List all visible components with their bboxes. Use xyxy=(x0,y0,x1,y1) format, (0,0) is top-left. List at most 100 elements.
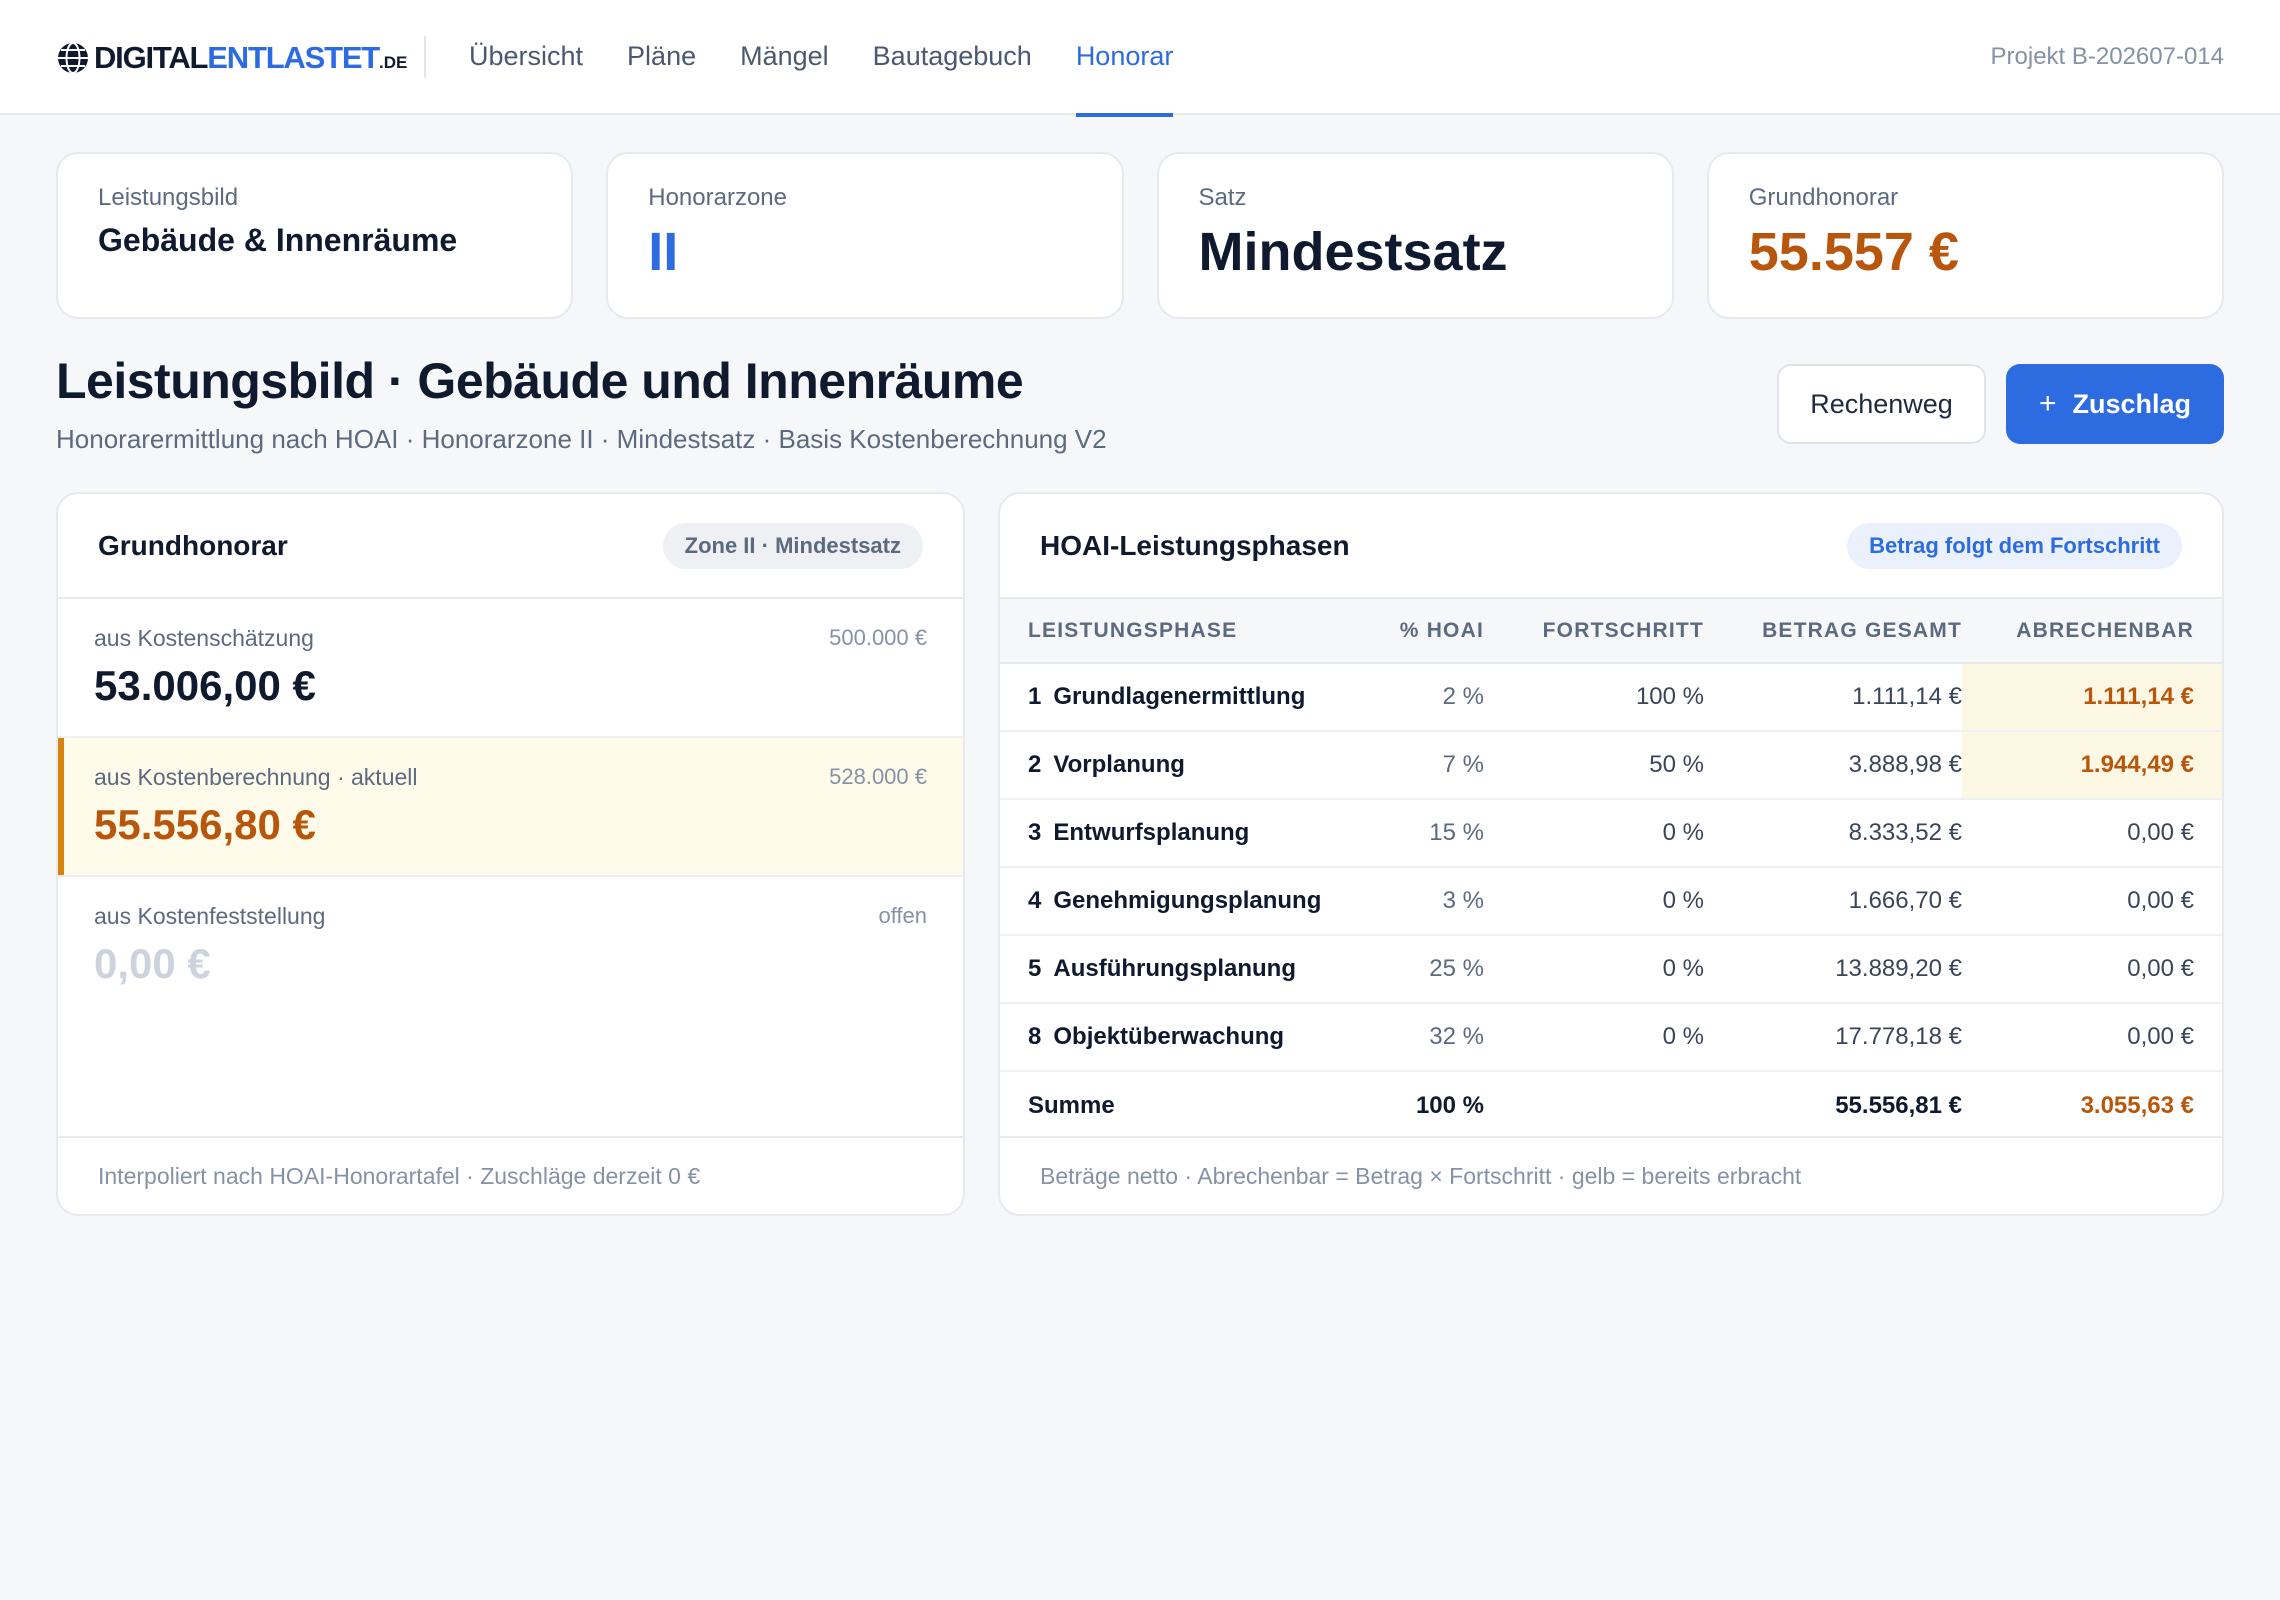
phase-number: 1 xyxy=(1028,683,1042,710)
logo[interactable]: DIGITALENTLASTET.DE xyxy=(56,38,407,78)
card-value: Mindestsatz xyxy=(1198,222,1508,282)
billable-cell: 1.111,14 € xyxy=(1962,663,2222,732)
billable-cell: 0,00 € xyxy=(1962,1003,2222,1072)
cost-value: 0,00 € xyxy=(94,940,211,987)
table-row[interactable]: 3 Entwurfsplanung 15 % 0 % 8.333,52 € 0,0… xyxy=(1000,799,2222,868)
logo-tld: .DE xyxy=(379,53,408,72)
billable-cell: 0,00 € xyxy=(1962,867,2222,936)
logo-part2: ENTLASTET xyxy=(207,40,380,75)
progress-cell: 0 % xyxy=(1484,867,1704,936)
card-value: Gebäude & Innenräume xyxy=(98,222,458,258)
zuschlag-label: Zuschlag xyxy=(2072,388,2192,419)
table-row[interactable]: 1 Grundlagenermittlung 2 % 100 % 1.111,14… xyxy=(1000,663,2222,732)
phase-number: 5 xyxy=(1028,955,1042,982)
total-cell: 3.888,98 € xyxy=(1704,731,1962,800)
billable-cell: 0,00 € xyxy=(1962,799,2222,868)
phase-cell: 8 Objektüberwachung xyxy=(1000,1003,1344,1072)
table-row[interactable]: 5 Ausführungsplanung 25 % 0 % 13.889,20 €… xyxy=(1000,935,2222,1004)
total-cell: 13.889,20 € xyxy=(1704,935,1962,1004)
pct-cell: 32 % xyxy=(1344,1003,1484,1072)
page-subtitle: Honorarermittlung nach HOAI · Honorarzon… xyxy=(56,424,1107,454)
phase-number: 3 xyxy=(1028,819,1042,846)
nav-bautagebuch[interactable]: Bautagebuch xyxy=(872,41,1032,71)
phase-number: 8 xyxy=(1028,1023,1042,1050)
card-honorarzone: Honorarzone II xyxy=(606,152,1124,319)
panel-title: HOAI-Leistungsphasen xyxy=(1040,529,1350,561)
phase-name: Entwurfsplanung xyxy=(1053,819,1250,846)
summary-cards: Leistungsbild Gebäude & Innenräume Honor… xyxy=(56,152,2224,319)
card-value: II xyxy=(648,222,679,282)
col-pct-hoai[interactable]: % HOAI xyxy=(1344,599,1484,664)
logo-text: DIGITALENTLASTET.DE xyxy=(94,40,407,76)
add-zuschlag-button[interactable]: + Zuschlag xyxy=(2006,364,2224,444)
page-title: Leistungsbild · Gebäude und Innenräume xyxy=(56,353,1024,409)
card-label: Honorarzone xyxy=(648,184,787,211)
header-divider xyxy=(424,36,426,78)
plus-icon: + xyxy=(2038,387,2057,420)
phase-name: Ausführungsplanung xyxy=(1053,955,1296,982)
card-value: 55.557 € xyxy=(1748,222,1959,282)
total-cell: 1.111,14 € xyxy=(1704,663,1962,732)
cost-value: 53.006,00 € xyxy=(94,662,316,709)
total-cell: 17.778,18 € xyxy=(1704,1003,1962,1072)
panel-footer: Beträge netto · Abrechenbar = Betrag × F… xyxy=(1000,1136,2222,1214)
table-row[interactable]: 8 Objektüberwachung 32 % 0 % 17.778,18 € … xyxy=(1000,1003,2222,1072)
pct-cell: 15 % xyxy=(1344,799,1484,868)
total-cell: 1.666,70 € xyxy=(1704,867,1962,936)
phase-number: 4 xyxy=(1028,887,1042,914)
globe-icon xyxy=(58,42,88,74)
rechenweg-button[interactable]: Rechenweg xyxy=(1777,364,1986,444)
cost-row-kostenberechnung[interactable]: aus Kostenberechnung · aktuell 528.000 €… xyxy=(58,738,963,877)
cost-basis: offen xyxy=(878,903,927,928)
pct-cell: 7 % xyxy=(1344,731,1484,800)
main-nav: Übersicht Pläne Mängel Bautagebuch Honor… xyxy=(469,0,1217,117)
table-header-row: LEISTUNGSPHASE % HOAI FORTSCHRITT BETRAG… xyxy=(1000,599,2222,664)
progress-cell: 0 % xyxy=(1484,935,1704,1004)
cost-row-kostenschaetzung[interactable]: aus Kostenschätzung 500.000 € 53.006,00 … xyxy=(58,599,963,738)
col-fortschritt[interactable]: FORTSCHRITT xyxy=(1484,599,1704,664)
app-header: DIGITALENTLASTET.DE Übersicht Pläne Mäng… xyxy=(0,0,2280,117)
cost-value: 55.556,80 € xyxy=(94,801,316,848)
panel-title: Grundhonorar xyxy=(98,529,288,561)
table-row[interactable]: 4 Genehmigungsplanung 3 % 0 % 1.666,70 € … xyxy=(1000,867,2222,936)
progress-cell: 100 % xyxy=(1484,663,1704,732)
col-abrechenbar[interactable]: ABRECHENBAR xyxy=(1962,599,2222,664)
cost-label: aus Kostenberechnung · aktuell xyxy=(94,764,418,790)
phase-name: Vorplanung xyxy=(1053,751,1185,778)
pct-cell: 3 % xyxy=(1344,867,1484,936)
cost-basis: 500.000 € xyxy=(829,625,927,650)
phase-name: Objektüberwachung xyxy=(1053,1023,1285,1050)
panel-header: Grundhonorar Zone II · Mindestsatz xyxy=(58,494,963,599)
card-label: Grundhonorar xyxy=(1748,184,1899,211)
pct-cell: 25 % xyxy=(1344,935,1484,1004)
nav-honorar[interactable]: Honorar xyxy=(1075,0,1173,117)
phase-cell: 3 Entwurfsplanung xyxy=(1000,799,1344,868)
progress-cell: 50 % xyxy=(1484,731,1704,800)
phase-number: 2 xyxy=(1028,751,1042,778)
cost-row-kostenfeststellung[interactable]: aus Kostenfeststellung offen 0,00 € xyxy=(58,877,963,1016)
nav-maengel[interactable]: Mängel xyxy=(740,41,829,71)
nav-plaene[interactable]: Pläne xyxy=(627,41,697,71)
leistungsphasen-table: LEISTUNGSPHASE % HOAI FORTSCHRITT BETRAG… xyxy=(1000,599,2222,1139)
phase-cell: 4 Genehmigungsplanung xyxy=(1000,867,1344,936)
progress-chip: Betrag folgt dem Fortschritt xyxy=(1847,522,2182,569)
cost-basis: 528.000 € xyxy=(829,764,927,789)
progress-cell: 0 % xyxy=(1484,1003,1704,1072)
col-leistungsphase[interactable]: LEISTUNGSPHASE xyxy=(1000,599,1344,664)
logo-part1: DIGITAL xyxy=(94,40,209,75)
phase-cell: 1 Grundlagenermittlung xyxy=(1000,663,1344,732)
billable-cell: 1.944,49 € xyxy=(1962,731,2222,800)
sum-pct: 100 % xyxy=(1415,1091,1484,1119)
card-grundhonorar: Grundhonorar 55.557 € xyxy=(1706,152,2224,319)
sum-label: Summe xyxy=(1028,1091,1115,1119)
nav-uebersicht[interactable]: Übersicht xyxy=(469,41,584,71)
table-row[interactable]: 2 Vorplanung 7 % 50 % 3.888,98 € 1.944,49… xyxy=(1000,731,2222,800)
phase-cell: 2 Vorplanung xyxy=(1000,731,1344,800)
col-betrag-gesamt[interactable]: BETRAG GESAMT xyxy=(1704,599,1962,664)
phase-name: Grundlagenermittlung xyxy=(1053,683,1306,710)
cost-label: aus Kostenschätzung xyxy=(94,625,314,651)
total-cell: 8.333,52 € xyxy=(1704,799,1962,868)
panel-header: HOAI-Leistungsphasen Betrag folgt dem Fo… xyxy=(1000,494,2222,599)
panel-footer: Interpoliert nach HOAI-Honorartafel · Zu… xyxy=(58,1136,963,1214)
progress-cell: 0 % xyxy=(1484,799,1704,868)
